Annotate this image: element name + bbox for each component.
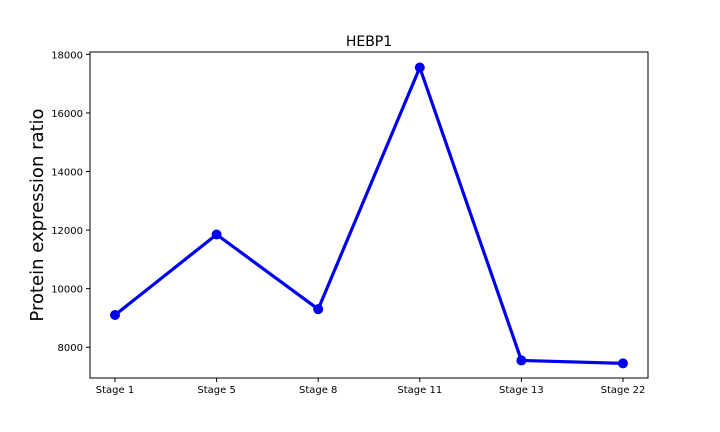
- x-tick-label: Stage 5: [197, 385, 235, 396]
- x-tick-label: Stage 13: [499, 385, 544, 396]
- data-point-stage-11: [414, 62, 425, 73]
- series-layer: [110, 62, 628, 369]
- y-tick-label: 8000: [58, 343, 83, 354]
- y-tick-label: 12000: [51, 226, 83, 237]
- y-tick-label: 18000: [51, 50, 83, 61]
- x-tick-label: Stage 11: [397, 385, 442, 396]
- data-point-stage-8: [313, 304, 324, 315]
- x-tick-label: Stage 1: [96, 385, 134, 396]
- y-tick-label: 16000: [51, 109, 83, 120]
- y-axis-ticks: 8000 10000 12000 14000 16000 18000: [51, 50, 90, 354]
- chart-title: HEBP1: [346, 34, 392, 50]
- x-axis-ticks: Stage 1 Stage 5 Stage 8 Stage 11 Stage 13 Sta…: [96, 378, 646, 396]
- data-point-stage-5: [211, 229, 222, 240]
- x-tick-label: Stage 22: [601, 385, 646, 396]
- y-axis-label: Protein expression ratio: [27, 108, 48, 321]
- series-line: [114, 65, 624, 365]
- plot-area-frame: [89, 51, 649, 379]
- y-tick-label: 10000: [51, 285, 83, 296]
- data-point-stage-1: [110, 310, 120, 321]
- y-tick-label: 14000: [51, 168, 83, 179]
- data-point-stage-13: [516, 355, 527, 366]
- x-tick-label: Stage 8: [299, 385, 337, 396]
- data-point-stage-22: [618, 358, 628, 369]
